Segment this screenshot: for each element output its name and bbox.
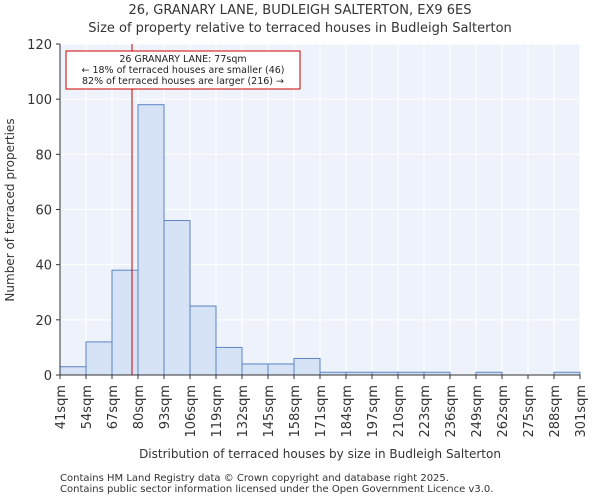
x-tick-label: 41sqm [54, 385, 69, 429]
x-tick-label: 275sqm [522, 385, 537, 438]
y-tick-label: 0 [44, 369, 52, 384]
x-tick-label: 67sqm [106, 385, 121, 429]
bar [59, 366, 87, 376]
bar [85, 341, 113, 376]
property-marker: 26 GRANARY LANE: 77sqm← 18% of terraced … [65, 44, 301, 375]
bar [163, 220, 191, 376]
x-tick-label: 223sqm [418, 385, 433, 438]
x-tick-label: 249sqm [470, 385, 485, 438]
footer-copyright: Contains HM Land Registry data © Crown c… [60, 473, 449, 484]
x-tick-label: 119sqm [210, 385, 225, 438]
annotation-line: ← 18% of terraced houses are smaller (46… [81, 65, 284, 76]
annotation-box [65, 50, 301, 90]
annotation-line: 82% of terraced houses are larger (216) … [82, 76, 284, 87]
y-axis-label: Number of terraced properties [3, 118, 17, 301]
y-tick-label: 120 [27, 38, 52, 53]
x-tick-label: 54sqm [80, 385, 95, 429]
bar [137, 104, 165, 376]
chart-subtitle: Size of property relative to terraced ho… [88, 21, 512, 36]
x-tick-label: 132sqm [236, 385, 251, 438]
x-tick-label: 288sqm [548, 385, 563, 438]
y-tick-label: 20 [35, 314, 52, 329]
y-tick-label: 100 [27, 93, 52, 108]
bar [241, 363, 269, 376]
bar [111, 269, 139, 376]
bar [267, 363, 295, 376]
x-tick-label: 301sqm [574, 385, 589, 438]
x-tick-label: 171sqm [314, 385, 329, 438]
x-tick-label: 210sqm [392, 385, 407, 438]
y-tick-label: 40 [35, 259, 52, 274]
x-axis-ticks: 41sqm 54sqm 67sqm 80sqm 93sqm 106sqm 119sqm 132… [54, 375, 589, 438]
x-tick-label: 262sqm [496, 385, 511, 438]
footer-licence: Contains public sector information licen… [60, 484, 494, 495]
x-tick-label: 80sqm [132, 385, 147, 429]
x-tick-label: 106sqm [184, 385, 199, 438]
y-tick-label: 60 [35, 204, 52, 219]
x-tick-label: 93sqm [158, 385, 173, 429]
annotation-line: 26 GRANARY LANE: 77sqm [119, 54, 246, 65]
bar [293, 357, 321, 376]
y-axis-ticks: 0 20 40 60 80 100 120 [27, 38, 60, 384]
y-tick-label: 80 [35, 148, 52, 163]
x-tick-label: 197sqm [366, 385, 381, 438]
x-tick-label: 184sqm [340, 385, 355, 438]
x-tick-label: 158sqm [288, 385, 303, 438]
x-axis-label: Distribution of terraced houses by size … [139, 447, 501, 461]
chart-title: 26, GRANARY LANE, BUDLEIGH SALTERTON, EX… [128, 3, 471, 18]
bar [189, 305, 217, 376]
bar [215, 346, 243, 376]
bars [59, 104, 581, 376]
x-tick-label: 236sqm [444, 385, 459, 438]
x-tick-label: 145sqm [262, 385, 277, 438]
